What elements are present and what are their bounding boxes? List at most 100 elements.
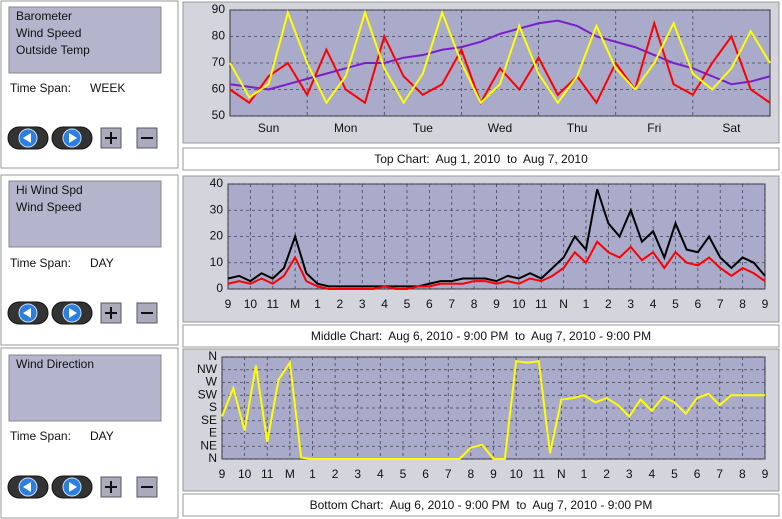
y-tick-label: 10 [210,255,224,269]
nav-arrow[interactable] [23,133,31,143]
x-tick-label: Tue [413,121,434,135]
x-tick-label: 3 [359,297,366,311]
x-tick-label: 9 [225,297,232,311]
series-line [227,188,766,288]
x-tick-label: 5 [671,467,678,481]
nav-arrow[interactable] [23,308,31,318]
x-tick-label: 9 [490,467,497,481]
y-tick-label: 80 [212,29,226,43]
x-tick-label: 7 [717,297,724,311]
y-tick-label: 70 [212,55,226,69]
y-tick-label: 40 [210,176,224,190]
x-tick-label: 10 [244,297,258,311]
legend-item: Outside Temp [16,43,90,57]
x-tick-label: 11 [267,297,280,311]
y-tick-label: W [206,375,218,389]
x-tick-label: 10 [512,297,526,311]
time-span-value: DAY [90,429,114,443]
chart-caption: Bottom Chart: Aug 6, 2010 - 9:00 PM to A… [310,498,653,512]
time-span-label: Time Span: [10,429,71,443]
legend-box [8,6,162,74]
caption-box [182,493,780,517]
chart-caption: Middle Chart: Aug 6, 2010 - 9:00 PM to A… [311,329,651,343]
y-tick-label: 30 [210,202,224,216]
x-tick-label: Sun [258,121,279,135]
x-tick-label: Wed [488,121,512,135]
chart-caption: Top Chart: Aug 1, 2010 to Aug 7, 2010 [374,152,588,166]
y-tick-label: N [208,451,217,465]
x-tick-label: 11 [533,467,546,481]
x-tick-label: 1 [583,297,590,311]
caption-box [182,324,780,348]
x-tick-label: 11 [535,297,548,311]
x-tick-label: 5 [672,297,679,311]
x-tick-label: Fri [647,121,661,135]
x-tick-label: 2 [603,467,610,481]
x-tick-label: Mon [334,121,357,135]
x-tick-label: 11 [261,467,274,481]
x-tick-label: 8 [468,467,475,481]
x-tick-label: 7 [716,467,723,481]
x-tick-label: 8 [471,297,478,311]
x-tick-label: 3 [354,467,361,481]
x-tick-label: 10 [238,467,252,481]
legend-box [8,354,162,422]
x-tick-label: 8 [739,467,746,481]
x-tick-label: 9 [493,297,500,311]
x-tick-label: 4 [377,467,384,481]
legend-item: Hi Wind Spd [16,183,83,197]
legend-item: Wind Speed [16,200,81,214]
x-tick-label: 5 [404,297,411,311]
x-tick-label: M [285,467,295,481]
x-tick-label: 10 [509,467,523,481]
series-line [229,9,771,105]
x-tick-label: 4 [381,297,388,311]
x-tick-label: 7 [445,467,452,481]
y-tick-label: NW [197,362,218,376]
series-line [221,359,765,460]
x-tick-label: 3 [627,297,634,311]
series-line [229,19,771,91]
x-tick-label: 7 [448,297,455,311]
time-span-label: Time Span: [10,256,71,270]
time-span-value: WEEK [90,81,125,95]
nav-arrow[interactable] [69,308,77,318]
x-tick-label: 1 [309,467,316,481]
y-tick-label: SW [198,387,218,401]
x-tick-label: 4 [649,467,656,481]
series-line [229,19,771,106]
x-tick-label: 6 [422,467,429,481]
legend-item: Barometer [16,9,72,23]
x-tick-label: 8 [739,297,746,311]
x-tick-label: 9 [762,467,769,481]
time-span-label: Time Span: [10,81,71,95]
x-tick-label: 9 [762,297,769,311]
x-tick-label: 6 [694,467,701,481]
x-tick-label: 1 [314,297,321,311]
x-tick-label: 2 [337,297,344,311]
y-tick-label: N [208,349,217,363]
series-line [227,240,766,290]
y-tick-label: 20 [210,229,224,243]
x-tick-label: 2 [332,467,339,481]
y-tick-label: SE [201,413,217,427]
x-tick-label: 5 [400,467,407,481]
y-tick-label: S [209,400,217,414]
y-tick-label: 90 [212,2,226,16]
x-tick-label: 3 [626,467,633,481]
y-tick-label: 50 [212,108,226,122]
x-tick-label: 1 [581,467,588,481]
y-tick-label: 0 [216,281,223,295]
x-tick-label: 6 [426,297,433,311]
x-tick-label: 9 [219,467,226,481]
x-tick-label: Thu [567,121,588,135]
x-tick-label: N [559,297,568,311]
nav-arrow[interactable] [69,482,77,492]
legend-item: Wind Direction [16,357,94,371]
y-tick-label: NE [200,438,217,452]
nav-arrow[interactable] [23,482,31,492]
x-tick-label: 4 [650,297,657,311]
y-tick-label: 60 [212,82,226,96]
nav-arrow[interactable] [69,133,77,143]
